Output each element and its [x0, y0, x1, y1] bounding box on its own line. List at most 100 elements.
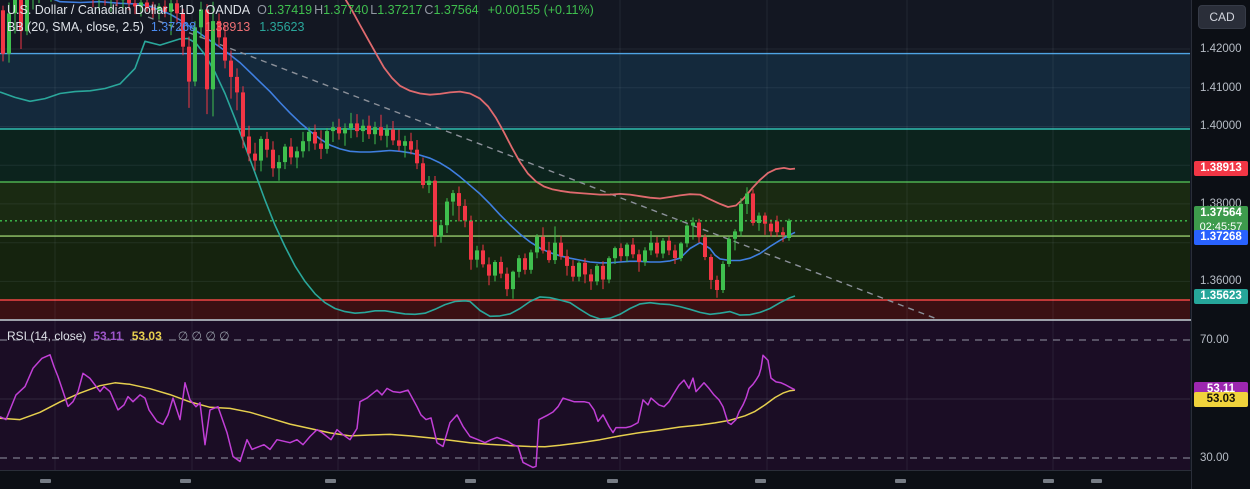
- bb-indicator-values: 1.37268 1.38913 1.35623: [151, 20, 314, 34]
- candle: [547, 241, 551, 263]
- candle: [253, 142, 257, 171]
- candle: [583, 258, 587, 284]
- candle: [451, 190, 455, 216]
- candle: [319, 130, 323, 159]
- price-tick: 1.42000: [1200, 43, 1242, 55]
- bb-indicator-label: BB (20, SMA, close, 2.5): [7, 20, 144, 34]
- rsi-indicator-label: RSI (14, close): [7, 329, 87, 343]
- rsi-indicator-values: 53.11 53.03: [93, 329, 170, 343]
- bb-value: 1.38913: [205, 20, 251, 34]
- candle: [655, 236, 659, 258]
- ohlc-value: 1.37217: [377, 3, 423, 17]
- time-scale[interactable]: [0, 470, 1191, 489]
- rsi-value: 53.11: [93, 329, 123, 343]
- candle: [397, 129, 401, 152]
- candle: [727, 236, 731, 267]
- rsi-indicator-legend-row[interactable]: RSI (14, close) 53.11 53.03 ∅ ∅ ∅ ∅: [7, 329, 230, 343]
- candle: [343, 123, 347, 146]
- candle: [769, 219, 773, 237]
- candle: [313, 124, 317, 150]
- candle: [469, 215, 473, 270]
- candle: [709, 254, 713, 290]
- candle: [691, 217, 695, 240]
- candle: [511, 270, 515, 299]
- candle: [121, 0, 125, 9]
- candle: [193, 21, 197, 87]
- candle: [631, 238, 635, 259]
- candle: [38, 0, 40, 4]
- price-pane[interactable]: [0, 0, 1190, 332]
- candle: [745, 187, 749, 214]
- candle: [721, 261, 725, 293]
- candle: [757, 212, 761, 231]
- candle: [110, 0, 112, 12]
- candle: [307, 127, 311, 152]
- candle: [619, 243, 623, 262]
- rsi-pane[interactable]: [0, 339, 1190, 469]
- candle: [421, 157, 425, 189]
- candle: [667, 235, 671, 256]
- candle: [355, 114, 359, 138]
- price-scale[interactable]: CAD 1.42000 1.41000 1.40000 1.38000 1.36000 7…: [1191, 0, 1250, 489]
- candle: [235, 68, 239, 111]
- rsi-tick: 70.00: [1200, 334, 1229, 346]
- candle: [565, 249, 569, 276]
- candle: [325, 128, 329, 154]
- candle: [331, 121, 335, 142]
- candle: [673, 244, 677, 264]
- candle: [187, 36, 191, 108]
- time-tick-label-clipped: [1043, 479, 1054, 483]
- candle: [559, 235, 563, 260]
- candle: [775, 215, 779, 237]
- candle: [595, 264, 599, 286]
- candle: [337, 118, 341, 140]
- candle: [349, 112, 353, 139]
- candle: [493, 260, 497, 282]
- rsi-value: 53.03: [131, 329, 162, 343]
- candle: [367, 115, 371, 139]
- candle: [613, 246, 617, 264]
- candle: [241, 86, 245, 149]
- sr-zone: [0, 182, 1190, 236]
- candle: [607, 256, 611, 284]
- time-tick-label-clipped: [607, 479, 618, 483]
- candle: [133, 0, 137, 15]
- candle: [385, 124, 389, 148]
- candle: [259, 136, 263, 172]
- candle: [403, 135, 407, 158]
- candle: [475, 245, 479, 268]
- candle: [379, 114, 383, 141]
- symbol-legend-row[interactable]: U.S. Dollar / Canadian Dollar · 1D · OAN…: [7, 3, 594, 17]
- candle: [571, 260, 575, 282]
- candle: [457, 186, 461, 222]
- candle: [115, 0, 119, 7]
- candle: [445, 198, 449, 233]
- candle: [685, 224, 689, 248]
- candle: [529, 249, 533, 274]
- candle: [409, 132, 413, 155]
- candle: [169, 0, 173, 36]
- candle: [247, 125, 251, 162]
- candle: [415, 140, 419, 170]
- bollinger-basis-line[interactable]: [52, 0, 796, 264]
- bb-value: 1.37268: [150, 20, 197, 34]
- bollinger-upper-line[interactable]: [344, 0, 796, 208]
- time-tick-label-clipped: [180, 479, 191, 483]
- candle: [127, 0, 131, 11]
- candle: [517, 255, 521, 278]
- bb-indicator-legend-row[interactable]: BB (20, SMA, close, 2.5) 1.37268 1.38913 1.…: [7, 20, 313, 34]
- candle: [265, 131, 269, 158]
- currency-toggle-button[interactable]: CAD: [1198, 5, 1246, 29]
- change-value: +0.00155 (+0.11%): [487, 3, 594, 17]
- candle: [361, 119, 365, 142]
- candle: [271, 141, 275, 177]
- candle: [703, 234, 707, 261]
- bollinger-lower-line[interactable]: [0, 37, 796, 320]
- candle: [13, 0, 17, 34]
- candle: [19, 0, 23, 49]
- ohlc-key: L: [370, 3, 378, 17]
- candle: [715, 275, 719, 298]
- ohlc-key: H: [314, 3, 324, 17]
- candle: [739, 198, 743, 237]
